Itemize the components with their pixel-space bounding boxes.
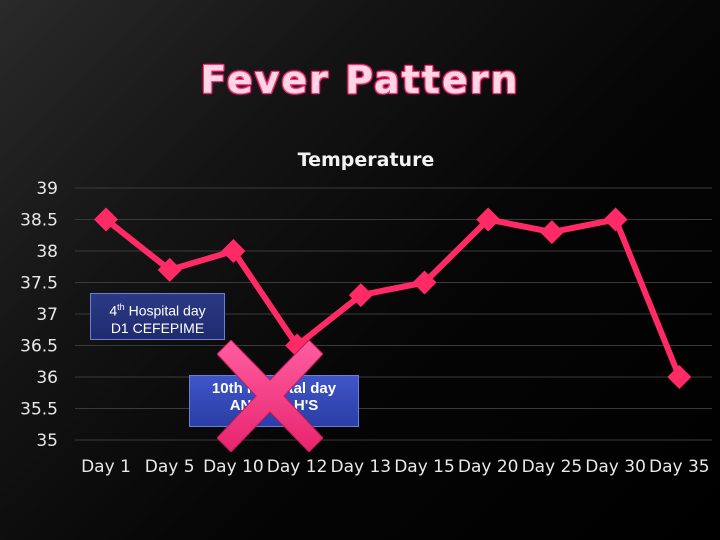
data-point [157, 257, 182, 282]
series-line-group [104, 216, 683, 379]
x-tick-label: Day 15 [394, 457, 455, 477]
data-point [221, 239, 246, 263]
data-point [348, 283, 373, 308]
callout-line2: D1 CEFEPIME [110, 319, 205, 336]
x-tick-label: Day 20 [458, 457, 519, 477]
callout-ordinal: th [117, 302, 125, 312]
slide-title: Fever Pattern [200, 58, 520, 102]
data-point [667, 365, 692, 389]
x-tick-label: Day 10 [203, 457, 264, 477]
y-tick-label: 35 [36, 431, 58, 451]
y-tick-label: 38.5 [20, 211, 58, 231]
x-tick-label: Day 13 [330, 457, 391, 477]
series-line [104, 216, 683, 379]
data-point [412, 270, 437, 295]
y-tick-label: 38 [36, 242, 58, 262]
x-tick-label: Day 5 [145, 457, 195, 477]
x-tick-label: Day 35 [649, 457, 710, 477]
callout-day-text: Hospital day [124, 302, 206, 319]
y-tick-label: 37.5 [20, 274, 58, 294]
callout-line1: 4th Hospital day [91, 299, 224, 320]
cross-mark-icon [217, 340, 323, 452]
series-points [94, 207, 692, 389]
y-tick-label: 36 [36, 368, 58, 388]
y-tick-label: 36.5 [20, 337, 58, 357]
x-tick-label: Day 12 [267, 457, 328, 477]
y-tick-label: 37 [36, 305, 58, 325]
y-tick-label: 35.5 [20, 400, 58, 420]
data-point [603, 207, 628, 232]
x-tick-label: Day 25 [522, 457, 583, 477]
y-tick-label: 39 [36, 179, 58, 199]
y-axis-ticks: 39 38.5 38 37.5 37 36.5 36 35.5 35 [20, 179, 58, 451]
callout-first-antibiotic: 4th Hospital day D1 CEFEPIME [90, 293, 225, 340]
chart-title: Temperature [298, 149, 435, 171]
x-axis-ticks: Day 1 Day 5 Day 10 Day 12 Day 13 Day 15 Day 20… [81, 457, 710, 477]
data-point [94, 207, 118, 232]
x-tick-label: Day 1 [81, 457, 131, 477]
data-point [539, 220, 564, 245]
x-tick-label: Day 30 [585, 457, 646, 477]
data-point [476, 207, 501, 232]
callout-day-number: 4 [109, 302, 118, 319]
